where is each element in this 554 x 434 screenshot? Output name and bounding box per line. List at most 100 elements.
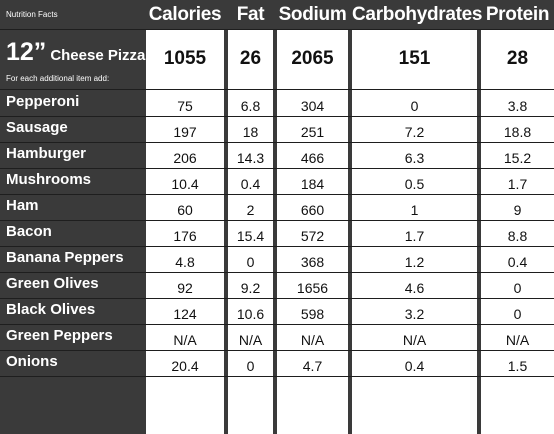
row-value: N/A [402,332,427,348]
pizza-size: 12” [6,38,47,66]
header-fat: Fat [236,4,265,25]
row-value: 466 [300,150,325,166]
row-value: 124 [173,306,197,322]
protein-column [481,30,554,434]
row-label: Onions [6,353,58,370]
row-value: 0 [246,358,255,374]
header-sodium: Sodium [278,4,347,25]
row-value: 176 [173,228,197,244]
pizza-carbohydrates: 151 [398,48,431,69]
row-value: 9.2 [240,280,261,296]
row-value: 9 [513,202,522,218]
pizza-calories: 1055 [163,48,207,69]
row-value: N/A [173,332,197,348]
header-carbohydrates: Carbohydrates [352,4,483,25]
row-value: 0 [513,280,522,296]
row-value: 1.7 [507,176,528,192]
row-value: 1656 [296,280,329,296]
row-rule [0,376,554,377]
row-label: Bacon [6,223,52,240]
pizza-sodium: 2065 [291,48,334,69]
row-value: 598 [300,306,325,322]
pizza-fat: 26 [239,48,262,69]
row-value: N/A [238,332,263,348]
row-value: 572 [300,228,325,244]
row-value: 15.2 [503,150,532,166]
header-rule [0,29,554,30]
row-value: 206 [173,150,197,166]
row-value: 1 [410,202,419,218]
pizza-rule [0,89,554,90]
row-value: 0.4 [404,358,425,374]
row-rule [0,272,554,273]
row-value: 15.4 [236,228,265,244]
row-value: N/A [300,332,325,348]
nutrition-facts-label: Nutrition Facts [6,10,58,19]
row-value: 4.8 [175,254,195,270]
row-value: 251 [300,124,325,140]
row-value: 0.4 [240,176,261,192]
row-label: Black Olives [6,301,96,318]
row-rule [0,194,554,195]
sodium-column [277,30,348,434]
row-value: 4.6 [404,280,425,296]
row-value: 92 [177,280,193,296]
row-value: 0.5 [404,176,425,192]
row-rule [0,142,554,143]
row-rule [0,168,554,169]
row-rule [0,220,554,221]
row-value: 368 [300,254,325,270]
row-value: 0.4 [507,254,528,270]
header-protein: Protein [485,4,550,25]
row-rule [0,116,554,117]
row-rule [0,324,554,325]
row-value: 8.8 [507,228,528,244]
additional-item-label: For each additional item add: [6,74,110,83]
row-label: Banana Peppers [6,249,124,266]
row-value: 18.8 [503,124,532,140]
row-value: 0 [410,98,419,114]
row-value: 6.3 [404,150,425,166]
row-value: 184 [300,176,325,192]
row-value: 75 [177,98,193,114]
row-value: N/A [505,332,530,348]
pizza-name: Cheese Pizza [50,47,146,64]
row-value: 10.4 [171,176,199,192]
row-value: 2 [246,202,255,218]
fat-column [228,30,273,434]
row-value: 4.7 [302,358,323,374]
row-value: 3.2 [404,306,425,322]
row-rule [0,298,554,299]
row-value: 18 [242,124,259,140]
row-value: 1.2 [404,254,425,270]
row-label: Ham [6,197,39,214]
row-label: Green Olives [6,275,99,292]
pizza-title: 12” Cheese Pizza [6,38,145,67]
row-value: 660 [300,202,325,218]
row-value: 14.3 [236,150,265,166]
row-value: 20.4 [171,358,199,374]
row-value: 1.5 [507,358,528,374]
row-value: 304 [300,98,325,114]
row-rule [0,246,554,247]
pizza-protein: 28 [506,48,529,69]
row-value: 0 [246,254,255,270]
row-value: 0 [513,306,522,322]
row-value: 3.8 [507,98,528,114]
row-label: Green Peppers [6,327,113,344]
row-value: 60 [177,202,193,218]
row-value: 10.6 [236,306,265,322]
row-rule [0,350,554,351]
row-value: 1.7 [404,228,425,244]
carbohydrates-column [352,30,477,434]
row-label: Hamburger [6,145,87,162]
calories-column [146,30,224,434]
row-label: Mushrooms [6,171,92,188]
row-value: 197 [173,124,197,140]
row-value: 6.8 [240,98,261,114]
header-calories: Calories [148,4,222,25]
row-label: Pepperoni [6,93,80,110]
row-value: 7.2 [404,124,425,140]
row-label: Sausage [6,119,68,136]
